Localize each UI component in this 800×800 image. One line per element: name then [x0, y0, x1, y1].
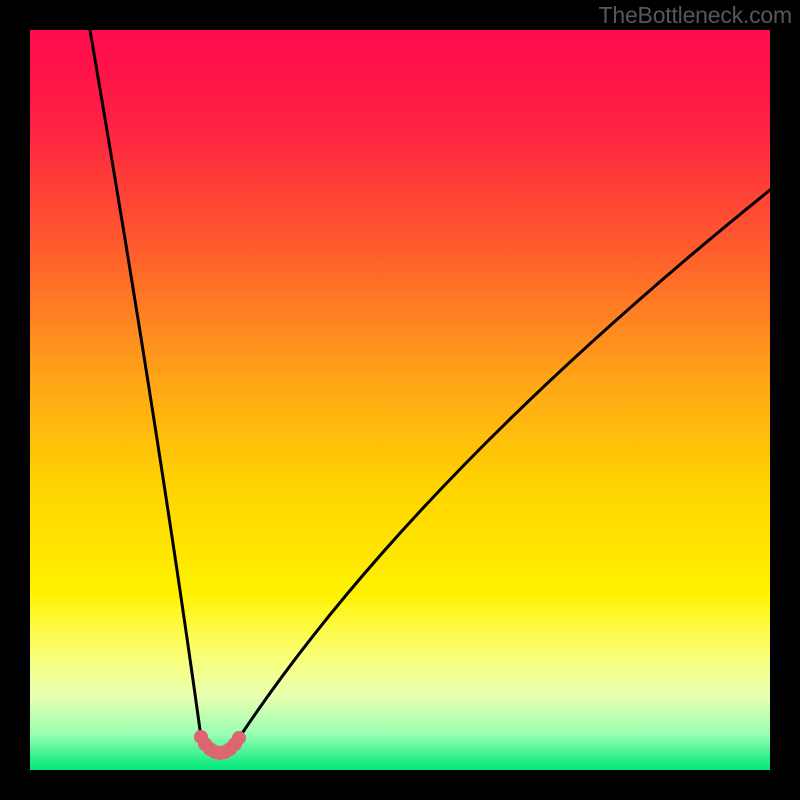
bottleneck-chart: [0, 0, 800, 800]
valley-marker: [232, 731, 246, 745]
plot-area: [30, 30, 770, 770]
chart-container: TheBottleneck.com: [0, 0, 800, 800]
watermark-text: TheBottleneck.com: [599, 2, 792, 29]
